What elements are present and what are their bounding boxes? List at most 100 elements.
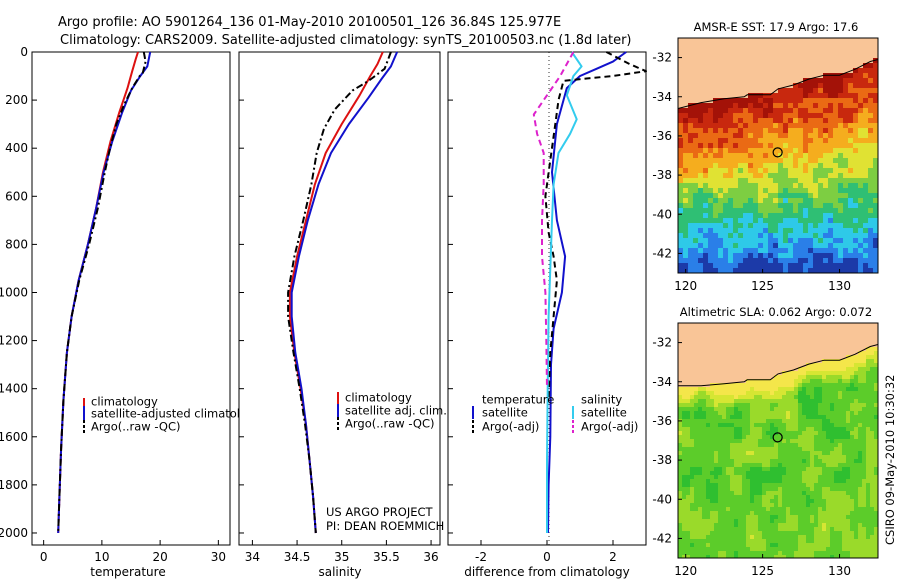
map-cell <box>686 447 691 452</box>
map-cell <box>790 439 795 444</box>
map-cell <box>686 439 691 444</box>
map-cell <box>866 547 871 552</box>
map-cell <box>843 238 849 244</box>
map-cell <box>854 435 859 440</box>
map-cell <box>803 193 809 199</box>
map-cell <box>842 399 847 404</box>
map-cell <box>766 395 771 400</box>
map-cell <box>708 158 714 164</box>
map-cell <box>826 475 831 480</box>
map-cell <box>842 415 847 420</box>
map-cell <box>818 547 823 552</box>
map-cell <box>842 555 847 558</box>
map-cell <box>848 223 854 229</box>
map-cell <box>874 523 878 528</box>
map-cell <box>730 415 735 420</box>
map-cell <box>683 138 689 144</box>
map-cell <box>853 238 859 244</box>
map-cell <box>806 371 811 376</box>
map-cell <box>773 163 779 169</box>
map-cell <box>678 118 684 124</box>
map-cell <box>743 133 749 139</box>
map-cell <box>678 511 683 516</box>
map-cell <box>682 435 687 440</box>
map-cell <box>783 133 789 139</box>
map-cell <box>678 108 684 114</box>
map-cell <box>778 547 783 552</box>
map-cell <box>790 543 795 548</box>
map-cell <box>786 395 791 400</box>
map-cell <box>742 407 747 412</box>
map-cell <box>770 483 775 488</box>
map-cell <box>778 113 784 119</box>
map-cell <box>770 471 775 476</box>
map-cell <box>762 411 767 416</box>
map-cell <box>808 178 814 184</box>
map-cell <box>808 263 814 269</box>
map-cell <box>853 268 859 273</box>
map-cell <box>833 153 839 159</box>
map-cell <box>758 158 764 164</box>
map-cell <box>854 379 859 384</box>
map-cell <box>854 507 859 512</box>
map-cell <box>678 403 683 408</box>
map-cell <box>868 73 874 79</box>
map-cell <box>794 431 799 436</box>
map-cell <box>698 168 704 174</box>
map-cell <box>818 503 823 508</box>
map-cell <box>834 479 839 484</box>
map-cell <box>778 188 784 194</box>
map-cell <box>853 258 859 264</box>
map-cell <box>738 158 744 164</box>
map-cell <box>763 188 769 194</box>
map-cell <box>706 515 711 520</box>
map-cell <box>823 258 829 264</box>
map-cell <box>823 118 829 124</box>
sla-map-field <box>678 323 878 558</box>
map-cell <box>774 499 779 504</box>
map-cell <box>806 375 811 380</box>
map-cell <box>730 455 735 460</box>
map-cell <box>728 153 734 159</box>
map-cell <box>678 435 683 440</box>
map-cell <box>753 148 759 154</box>
map-cell <box>698 253 704 259</box>
map-cell <box>678 113 684 119</box>
map-cell <box>788 258 794 264</box>
map-cell <box>822 447 827 452</box>
map-cell <box>830 483 835 488</box>
map-cell <box>702 435 707 440</box>
map-cell <box>794 555 799 558</box>
map-cell <box>802 443 807 448</box>
map-cell <box>828 218 834 224</box>
map-cell <box>742 411 747 416</box>
map-cell <box>750 507 755 512</box>
map-cell <box>803 158 809 164</box>
map-cell <box>738 128 744 134</box>
map-cell <box>850 495 855 500</box>
map-cell <box>766 483 771 488</box>
map-cell <box>702 455 707 460</box>
map-cell <box>762 395 767 400</box>
map-cell <box>698 551 703 556</box>
map-cell <box>810 451 815 456</box>
map-cell <box>742 447 747 452</box>
map-cell <box>693 233 699 239</box>
map-cell <box>858 248 864 254</box>
map-cell <box>742 483 747 488</box>
map-cell <box>846 435 851 440</box>
map-cell <box>758 108 764 114</box>
x-tick-label: 120 <box>674 279 697 293</box>
map-cell <box>858 395 863 400</box>
map-cell <box>762 403 767 408</box>
map-cell <box>823 233 829 239</box>
map-cell <box>808 213 814 219</box>
map-cell <box>746 515 751 520</box>
map-cell <box>866 483 871 488</box>
map-cell <box>858 363 863 368</box>
map-cell <box>708 133 714 139</box>
map-cell <box>758 138 764 144</box>
map-cell <box>810 395 815 400</box>
map-cell <box>834 511 839 516</box>
map-cell <box>773 248 779 254</box>
